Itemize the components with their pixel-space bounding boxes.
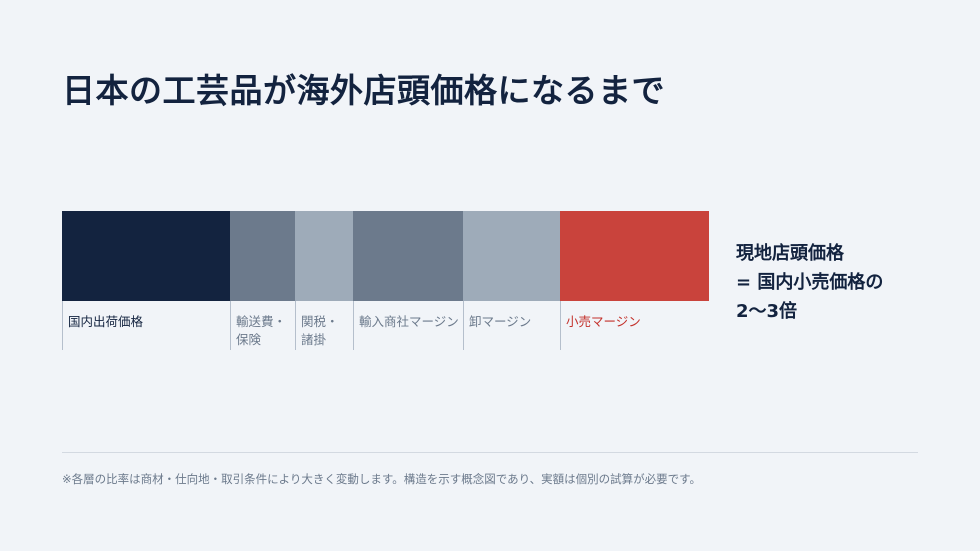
bar-segment-divider [463,301,464,350]
bar-segment-fill [560,211,709,301]
bar-segment-fill [62,211,230,301]
bar-segment-divider [353,301,354,350]
bar-segment: 輸送費・保険 [230,211,295,350]
bar-segment-divider [295,301,296,350]
bar-segment-fill [230,211,295,301]
bar-segment-divider [560,301,561,350]
bar-segment: 国内出荷価格 [62,211,230,350]
footnote: ※各層の比率は商材・仕向地・取引条件により大きく変動します。構造を示す概念図であ… [62,472,702,486]
bar-segment-label: 輸送費・保険 [236,314,287,347]
bar-segment-label: 国内出荷価格 [68,314,144,329]
result-line-1: 現地店頭価格 [736,243,844,264]
result-line-3: 2〜3倍 [736,301,798,322]
bar-segment-divider [62,301,63,350]
bar-segment-divider [230,301,231,350]
result-line-2: = 国内小売価格の [736,272,884,293]
page-title: 日本の工芸品が海外店頭価格になるまで [62,71,665,110]
bar-segment-label: 輸入商社マージン [359,314,459,329]
bar-segment-label: 関税・諸掛 [301,314,339,347]
divider [62,452,918,453]
result-callout: 現地店頭価格 = 国内小売価格の 2〜3倍 [736,239,883,326]
bar-segment-label: 小売マージン [566,314,641,329]
bar-segment: 小売マージン [560,211,709,350]
stacked-bar-chart: 国内出荷価格 輸送費・保険 関税・諸掛 輸入商社マージン 卸マージン 小売マージン [62,211,710,350]
bar-segment: 関税・諸掛 [295,211,353,350]
bar-segment-label: 卸マージン [469,314,532,329]
bar-segment-fill [353,211,463,301]
bar-segment: 卸マージン [463,211,560,350]
bar-segment-fill [463,211,560,301]
bar-segment-fill [295,211,353,301]
bar-segment: 輸入商社マージン [353,211,463,350]
